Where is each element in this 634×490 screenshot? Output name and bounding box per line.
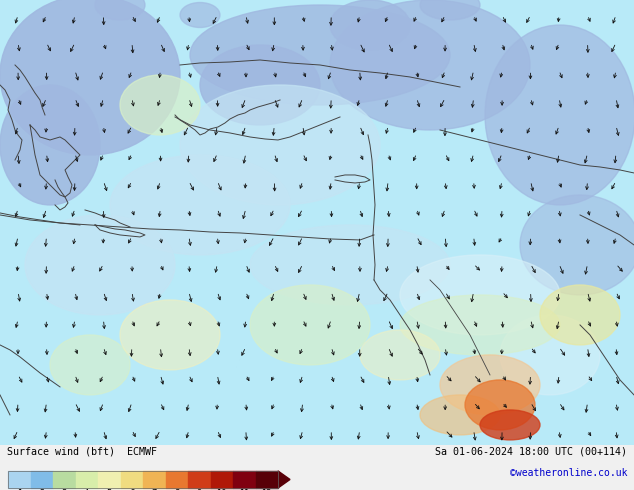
Ellipse shape — [0, 0, 180, 155]
Ellipse shape — [250, 285, 370, 365]
Bar — [8, 471, 278, 488]
Bar — [188, 471, 210, 488]
Text: 12: 12 — [261, 489, 272, 490]
Ellipse shape — [480, 410, 540, 440]
Ellipse shape — [420, 0, 480, 20]
Bar — [75, 471, 98, 488]
Bar — [165, 471, 188, 488]
Ellipse shape — [50, 335, 130, 395]
Ellipse shape — [120, 75, 200, 135]
Polygon shape — [278, 471, 290, 488]
Ellipse shape — [400, 295, 560, 355]
Ellipse shape — [500, 315, 600, 395]
Ellipse shape — [400, 255, 560, 335]
Ellipse shape — [110, 155, 290, 255]
Ellipse shape — [250, 225, 450, 305]
Ellipse shape — [360, 330, 440, 380]
Ellipse shape — [180, 85, 380, 205]
Bar — [233, 471, 256, 488]
Text: 2: 2 — [39, 489, 44, 490]
Text: 11: 11 — [239, 489, 250, 490]
Ellipse shape — [95, 0, 145, 20]
Bar — [30, 471, 53, 488]
Text: ©weatheronline.co.uk: ©weatheronline.co.uk — [510, 468, 627, 478]
Text: 10: 10 — [216, 489, 227, 490]
Text: 8: 8 — [174, 489, 179, 490]
Bar — [210, 471, 233, 488]
Ellipse shape — [520, 195, 634, 295]
Text: 7: 7 — [152, 489, 157, 490]
Text: 1: 1 — [16, 489, 22, 490]
Text: 3: 3 — [61, 489, 67, 490]
Text: Sa 01-06-2024 18:00 UTC (00+114): Sa 01-06-2024 18:00 UTC (00+114) — [435, 447, 627, 457]
Ellipse shape — [180, 2, 220, 27]
Ellipse shape — [485, 25, 634, 205]
Bar — [8, 471, 30, 488]
Bar — [98, 471, 120, 488]
Bar — [120, 471, 143, 488]
Ellipse shape — [330, 0, 410, 50]
Ellipse shape — [330, 0, 530, 130]
Ellipse shape — [540, 285, 620, 345]
Ellipse shape — [0, 85, 100, 205]
Ellipse shape — [25, 215, 175, 315]
Ellipse shape — [200, 45, 320, 125]
Bar — [143, 471, 165, 488]
Ellipse shape — [465, 380, 535, 430]
Text: 9: 9 — [197, 489, 202, 490]
Ellipse shape — [190, 5, 450, 105]
Text: Surface wind (bft)  ECMWF: Surface wind (bft) ECMWF — [7, 447, 157, 457]
Bar — [53, 471, 75, 488]
Text: 5: 5 — [107, 489, 112, 490]
Ellipse shape — [120, 300, 220, 370]
Text: 4: 4 — [84, 489, 89, 490]
Bar — [256, 471, 278, 488]
Ellipse shape — [440, 355, 540, 415]
Text: 6: 6 — [129, 489, 134, 490]
Ellipse shape — [420, 395, 500, 435]
